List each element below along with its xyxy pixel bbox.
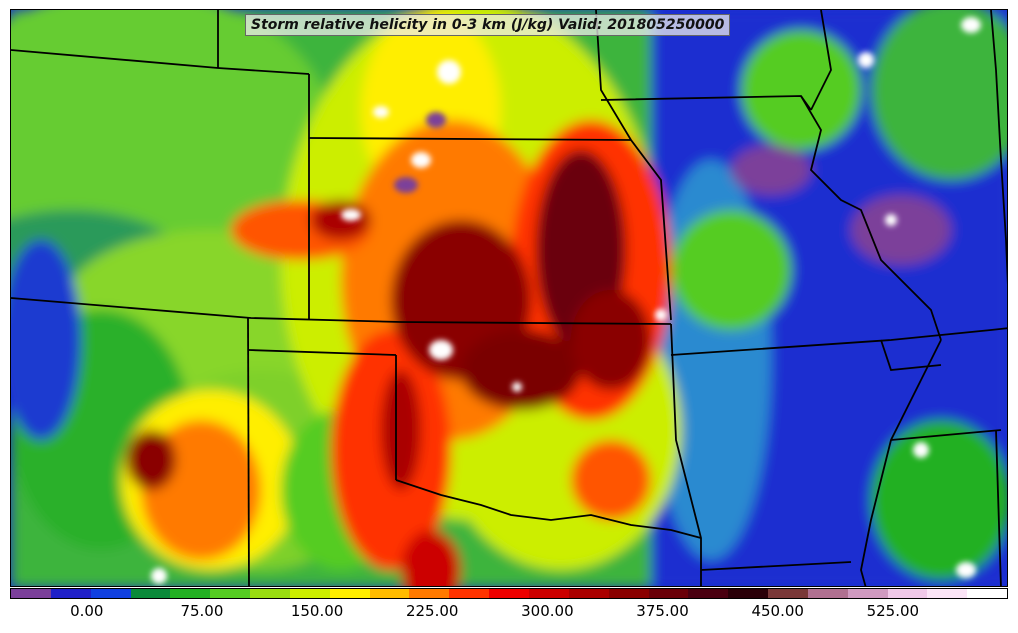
colorbar-segment [449, 589, 490, 598]
colorbar-tick-label: 75.00 [180, 602, 224, 620]
colorbar-segment [289, 589, 330, 598]
colorbar-segment [768, 589, 808, 598]
colorbar-segment [409, 589, 450, 598]
colorbar-segment [688, 589, 729, 598]
colorbar-tick-label: 375.00 [636, 602, 689, 620]
colorbar [10, 588, 1008, 599]
colorbar-segment [807, 589, 848, 598]
colorbar-segment [210, 589, 251, 598]
helicity-map [10, 9, 1008, 587]
colorbar-segment [369, 589, 410, 598]
storm-cells [151, 17, 981, 584]
colorbar-segment [250, 589, 290, 598]
helicity-field [11, 10, 1007, 586]
colorbar-segment [329, 589, 370, 598]
colorbar-tick-label: 450.00 [751, 602, 804, 620]
colorbar-segment [489, 589, 529, 598]
colorbar-segment [50, 589, 91, 598]
colorbar-tick-label: 150.00 [290, 602, 344, 620]
colorbar-tick-label: 0.00 [70, 602, 104, 620]
colorbar-tick-label: 300.00 [521, 602, 574, 620]
colorbar-tick-label: 525.00 [866, 602, 920, 620]
colorbar-segment [170, 589, 211, 598]
map-canvas [11, 10, 1007, 586]
colorbar-tick-label: 225.00 [405, 602, 459, 620]
colorbar-segment [130, 589, 171, 598]
colorbar-ticks: 0.00 75.00 150.00 225.00 300.00 375.00 450.00 5… [10, 600, 1008, 624]
colorbar-segment [90, 589, 131, 598]
map-title: Storm relative helicity in 0-3 km (J/kg)… [245, 14, 731, 36]
colorbar-segment [11, 589, 51, 598]
colorbar-segment [847, 589, 888, 598]
colorbar-segment [967, 589, 1008, 598]
colorbar-segment [528, 589, 569, 598]
colorbar-segment [887, 589, 928, 598]
state-borders [11, 10, 1007, 586]
colorbar-segment [568, 589, 609, 598]
colorbar-segment [728, 589, 769, 598]
colorbar-segment [927, 589, 968, 598]
colorbar-segment [608, 589, 649, 598]
colorbar-segment [648, 589, 689, 598]
